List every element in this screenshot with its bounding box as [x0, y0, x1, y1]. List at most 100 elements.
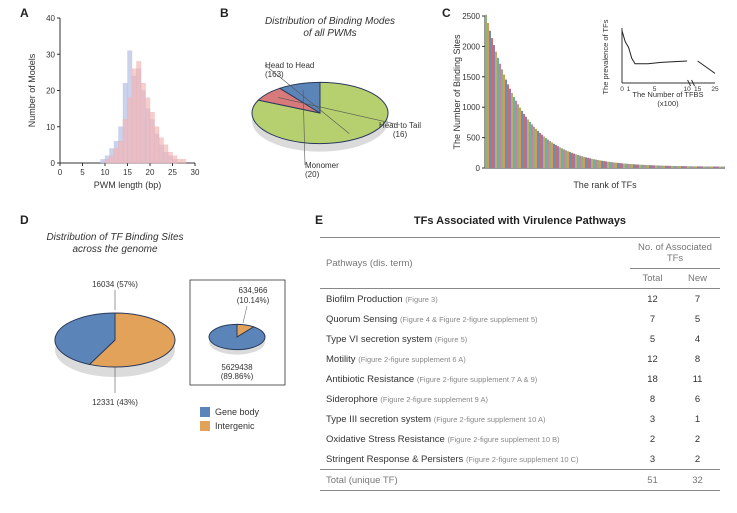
pathway-name: Type VI secretion system	[326, 334, 435, 345]
svg-text:Distribution of TF Binding Sit: Distribution of TF Binding Sites	[46, 232, 183, 243]
pathway-ref: (Figure 4 & Figure 2-figure supplement 5…	[400, 315, 538, 324]
pathway-cell: Antibiotic Resistance (Figure 2-figure s…	[320, 369, 630, 389]
pathway-ref: (Figure 2-figure supplement 10 B)	[447, 435, 559, 444]
total-cell: 5	[630, 329, 675, 349]
svg-text:1: 1	[627, 86, 631, 93]
svg-text:(10.14%): (10.14%)	[237, 296, 270, 305]
table-row: Siderophore (Figure 2-figure supplement …	[320, 389, 720, 409]
svg-text:(163): (163)	[265, 70, 284, 79]
total-cell: 2	[630, 429, 675, 449]
svg-text:5629438: 5629438	[221, 363, 253, 372]
svg-text:30: 30	[191, 168, 200, 177]
svg-text:(x100): (x100)	[657, 99, 679, 108]
svg-text:0: 0	[476, 164, 481, 173]
svg-text:0: 0	[51, 159, 56, 168]
panel-a: A 051015202530010203040PWM length (bp)Nu…	[25, 8, 200, 193]
new-cell: 5	[675, 309, 720, 329]
pathway-name: Motility	[326, 354, 358, 365]
virulence-table: Pathways (dis. term) No. of Associated T…	[320, 237, 720, 491]
th-new: New	[675, 269, 720, 289]
svg-text:Head to Head: Head to Head	[265, 61, 314, 70]
panel-c-label: C	[442, 6, 451, 20]
panel-a-label: A	[20, 6, 29, 20]
panel-d-label: D	[20, 213, 29, 227]
svg-text:Distribution of Binding Modes: Distribution of Binding Modes	[265, 16, 395, 27]
panel-c-chart: 05001000150020002500The rank of TFsThe N…	[450, 8, 730, 193]
svg-text:1500: 1500	[462, 73, 480, 82]
svg-text:10: 10	[101, 168, 110, 177]
new-cell: 11	[675, 369, 720, 389]
svg-text:40: 40	[46, 14, 55, 23]
pathway-cell: Motility (Figure 2-figure supplement 6 A…	[320, 349, 630, 369]
svg-text:16034 (57%): 16034 (57%)	[92, 280, 138, 289]
pathway-ref: (Figure 3)	[405, 295, 438, 304]
table-row: Biofilm Production (Figure 3)127	[320, 289, 720, 310]
table-row: Antibiotic Resistance (Figure 2-figure s…	[320, 369, 720, 389]
svg-text:Head to Tail: Head to Tail	[379, 121, 421, 130]
panel-e-label: E	[315, 213, 323, 227]
pathway-cell: Type III secretion system (Figure 2-figu…	[320, 409, 630, 429]
total-cell: 8	[630, 389, 675, 409]
pathway-cell: Quorum Sensing (Figure 4 & Figure 2-figu…	[320, 309, 630, 329]
svg-text:25: 25	[711, 86, 719, 93]
svg-text:0: 0	[58, 168, 63, 177]
svg-text:Monomer: Monomer	[305, 161, 339, 170]
svg-text:5: 5	[80, 168, 85, 177]
svg-text:500: 500	[467, 134, 481, 143]
pathway-name: Type III secretion system	[326, 414, 434, 425]
svg-text:30: 30	[46, 50, 55, 59]
svg-text:10: 10	[46, 123, 55, 132]
table-row: Type III secretion system (Figure 2-figu…	[320, 409, 720, 429]
svg-text:2000: 2000	[462, 42, 480, 51]
th-total: Total	[630, 269, 675, 289]
new-cell: 1	[675, 409, 720, 429]
svg-text:The Number of Binding Sites: The Number of Binding Sites	[452, 34, 462, 150]
panel-c: C 05001000150020002500The rank of TFsThe…	[450, 8, 730, 193]
pathway-ref: (Figure 2-figure supplement 6 A)	[358, 355, 466, 364]
svg-text:2500: 2500	[462, 12, 480, 21]
svg-text:PWM length (bp): PWM length (bp)	[94, 180, 162, 190]
pathway-ref: (Figure 2-figure supplement 10 A)	[434, 415, 546, 424]
svg-text:across the genome: across the genome	[72, 244, 157, 255]
svg-text:12331 (43%): 12331 (43%)	[92, 398, 138, 407]
new-cell: 6	[675, 389, 720, 409]
panel-b-label: B	[220, 6, 229, 20]
panel-a-chart: 051015202530010203040PWM length (bp)Numb…	[25, 8, 200, 193]
pathway-cell: Stringent Response & Persisters (Figure …	[320, 449, 630, 470]
svg-text:(16): (16)	[393, 130, 408, 139]
pathway-name: Stringent Response & Persisters	[326, 454, 466, 465]
pathway-cell: Type VI secretion system (Figure 5)	[320, 329, 630, 349]
pathway-name: Oxidative Stress Resistance	[326, 434, 447, 445]
svg-text:(89.86%): (89.86%)	[221, 372, 254, 381]
th-pathways: Pathways (dis. term)	[320, 238, 630, 289]
panel-b-chart: Distribution of Binding Modesof all PWMs…	[225, 8, 435, 193]
svg-text:25: 25	[168, 168, 177, 177]
pathway-name: Quorum Sensing	[326, 314, 400, 325]
table-row: Motility (Figure 2-figure supplement 6 A…	[320, 349, 720, 369]
pathway-ref: (Figure 2-figure supplement 7 A & 9)	[417, 375, 537, 384]
th-group: No. of Associated TFs	[630, 238, 720, 269]
pathway-cell: Siderophore (Figure 2-figure supplement …	[320, 389, 630, 409]
panel-b: B Distribution of Binding Modesof all PW…	[225, 8, 435, 193]
svg-text:of all PWMs: of all PWMs	[303, 28, 356, 39]
pathway-name: Biofilm Production	[326, 294, 405, 305]
svg-text:(20): (20)	[305, 170, 320, 179]
new-cell: 8	[675, 349, 720, 369]
table-row: Type VI secretion system (Figure 5)54	[320, 329, 720, 349]
pathway-ref: (Figure 5)	[435, 335, 468, 344]
pathway-name: Siderophore	[326, 394, 380, 405]
total-cell: 12	[630, 289, 675, 310]
panel-e-title: TFs Associated with Virulence Pathways	[320, 215, 720, 227]
td-total-label: Total (unique TF)	[320, 470, 630, 491]
new-cell: 2	[675, 429, 720, 449]
panel-d-chart: Distribution of TF Binding Sitesacross t…	[25, 215, 305, 465]
svg-text:1000: 1000	[462, 103, 480, 112]
total-cell: 7	[630, 309, 675, 329]
total-cell: 3	[630, 449, 675, 470]
svg-text:Number of Models: Number of Models	[27, 53, 37, 127]
total-cell: 18	[630, 369, 675, 389]
svg-text:Intergenic: Intergenic	[215, 421, 255, 431]
pathway-cell: Oxidative Stress Resistance (Figure 2-fi…	[320, 429, 630, 449]
pathway-ref: (Figure 2-figure supplement 10 C)	[466, 455, 579, 464]
new-cell: 4	[675, 329, 720, 349]
